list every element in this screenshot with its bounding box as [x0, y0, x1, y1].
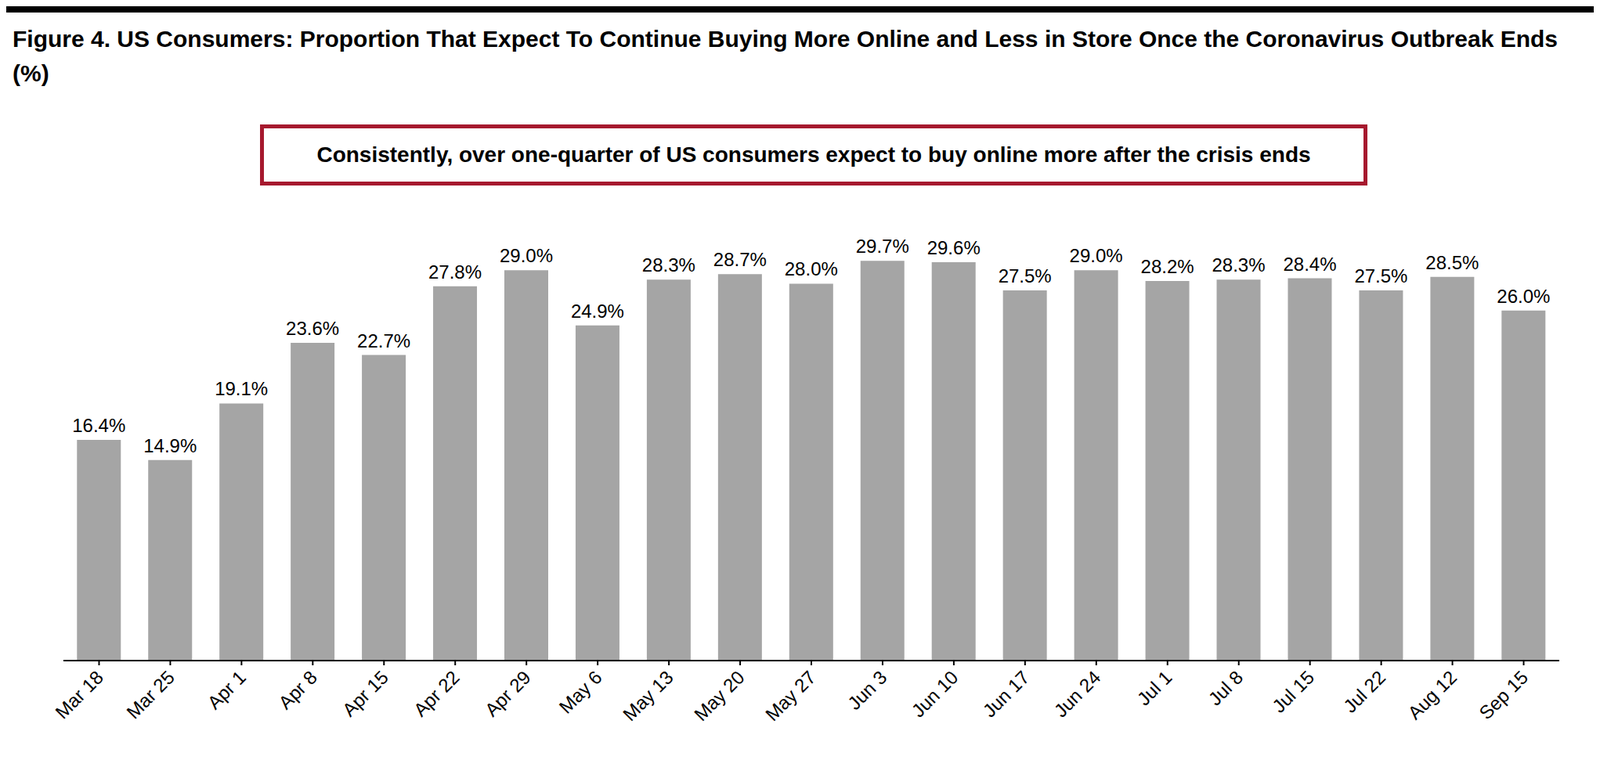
svg-text:May 27: May 27: [761, 667, 820, 726]
svg-text:22.7%: 22.7%: [357, 330, 411, 352]
html-text:Figure 4. US Consumers: Propor: Figure 4. US Consumers: Proportion That …: [12, 25, 1558, 87]
svg-text:Jul 1: Jul 1: [1132, 667, 1176, 711]
svg-text:28.3%: 28.3%: [1211, 254, 1265, 276]
svg-text:24.9%: 24.9%: [570, 300, 625, 322]
html-text:Consistently, over one-quarter: Consistently, over one-quarter of US con…: [316, 142, 1311, 167]
svg-text:29.0%: 29.0%: [1069, 245, 1124, 267]
svg-text:Jun 17: Jun 17: [978, 667, 1033, 723]
svg-text:23.6%: 23.6%: [285, 317, 340, 340]
svg-text:Aug 12: Aug 12: [1403, 667, 1461, 725]
svg-text:26.0%: 26.0%: [1496, 285, 1550, 307]
svg-text:29.6%: 29.6%: [927, 237, 981, 259]
svg-text:Mar 25: Mar 25: [122, 667, 179, 724]
svg-text:Apr 8: Apr 8: [274, 667, 322, 715]
svg-text:16.4%: 16.4%: [72, 415, 126, 437]
svg-text:Jun 3: Jun 3: [843, 667, 892, 716]
svg-text:Apr 22: Apr 22: [409, 667, 464, 722]
svg-text:Sep 15: Sep 15: [1474, 667, 1532, 725]
svg-text:28.4%: 28.4%: [1282, 253, 1337, 275]
svg-text:19.1%: 19.1%: [214, 378, 268, 400]
svg-text:Apr 15: Apr 15: [338, 667, 393, 722]
svg-text:28.3%: 28.3%: [642, 254, 696, 276]
svg-text:28.0%: 28.0%: [784, 258, 838, 280]
svg-text:29.7%: 29.7%: [855, 235, 910, 257]
svg-text:28.7%: 28.7%: [713, 249, 767, 271]
svg-text:May 13: May 13: [618, 667, 678, 726]
svg-text:Mar 18: Mar 18: [50, 667, 108, 724]
svg-text:Jul 15: Jul 15: [1267, 667, 1319, 718]
svg-text:Apr 1: Apr 1: [202, 667, 250, 715]
svg-text:14.9%: 14.9%: [143, 435, 197, 457]
svg-text:Jun 10: Jun 10: [906, 667, 962, 723]
svg-text:27.5%: 27.5%: [1354, 265, 1408, 287]
svg-text:Jul 22: Jul 22: [1339, 667, 1390, 718]
svg-text:27.5%: 27.5%: [998, 265, 1052, 287]
svg-text:27.8%: 27.8%: [428, 261, 482, 283]
svg-text:May 20: May 20: [689, 667, 749, 726]
svg-text:29.0%: 29.0%: [499, 245, 553, 267]
svg-text:May 6: May 6: [554, 667, 606, 719]
svg-text:Jun 24: Jun 24: [1049, 667, 1105, 723]
svg-text:Apr 29: Apr 29: [480, 667, 535, 722]
svg-text:28.2%: 28.2%: [1141, 256, 1195, 278]
svg-text:Jul 8: Jul 8: [1203, 667, 1247, 711]
svg-text:28.5%: 28.5%: [1425, 252, 1479, 274]
